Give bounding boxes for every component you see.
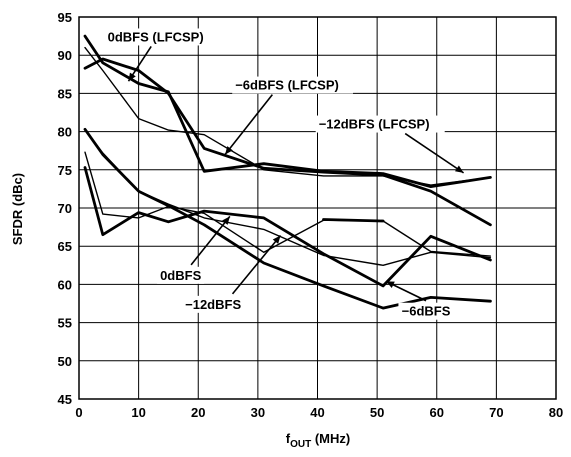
annotation-label-background xyxy=(104,28,218,46)
x-tick-label: 60 xyxy=(430,405,444,420)
x-tick-label: 70 xyxy=(489,405,503,420)
annotation-leader xyxy=(224,94,273,156)
x-tick-label: 30 xyxy=(251,405,265,420)
series-line-unlabeled xyxy=(84,151,492,257)
y-tick-label: 65 xyxy=(58,239,72,254)
y-tick-label: 55 xyxy=(58,316,72,331)
y-tick-label: 60 xyxy=(58,277,72,292)
x-tick-label: 80 xyxy=(549,405,563,420)
annotation-label-background xyxy=(182,295,246,313)
annotation-arrowhead xyxy=(225,146,233,155)
series-line-0dbfs-lfcsp xyxy=(83,57,492,227)
annotation-label: −12dBFS (LFCSP) xyxy=(319,117,430,132)
grid-lines xyxy=(79,17,556,399)
annotation-label: −12dBFS xyxy=(185,297,241,312)
series-line-unlabeled xyxy=(322,218,385,223)
annotation-label: −6dBFS (LFCSP) xyxy=(235,78,339,93)
x-tick-label: 0 xyxy=(75,405,82,420)
annotation-arrowhead xyxy=(454,165,464,173)
series-line-0dbfs xyxy=(83,127,492,310)
y-tick-label: 50 xyxy=(58,354,72,369)
series-line-12dbfs xyxy=(84,128,492,266)
annotation-arrowhead xyxy=(222,216,230,225)
tick-labels: 0 10 20 30 40 50 60 70 80 45 50 55 60 65 70 75 80 85 90 95 xyxy=(58,10,564,420)
annotation-label-background xyxy=(232,76,354,94)
plot-frame xyxy=(78,16,557,400)
annotation-label-background xyxy=(315,115,445,133)
y-tick-label: 75 xyxy=(58,163,72,178)
annotation-label: −6dBFS xyxy=(402,304,451,319)
y-tick-label: 80 xyxy=(58,125,72,140)
annotation-leader xyxy=(404,132,465,174)
annotation-arrowhead xyxy=(386,281,395,288)
series-line-6dbfs-lfcsp xyxy=(83,34,492,189)
y-axis-label: SFDR (dBc) xyxy=(10,173,25,245)
x-axis-label-main: f xyxy=(286,431,291,446)
y-tick-label: 70 xyxy=(58,201,72,216)
y-tick-label: 45 xyxy=(58,392,72,407)
annotation-arrowhead xyxy=(128,72,136,82)
x-axis-label-sub: OUT xyxy=(290,439,311,450)
y-axis-label-text: SFDR (dBc) xyxy=(10,173,25,245)
annotations: 0dBFS (LFCSP) −6dBFS (LFCSP) −12dBFS (LFCS… xyxy=(104,28,465,320)
y-tick-label: 95 xyxy=(58,10,72,25)
x-axis-label-unit: (MHz) xyxy=(311,431,350,446)
annotation-label-background xyxy=(398,302,454,320)
annotation-label-background xyxy=(157,266,205,284)
series-line-6dbfs xyxy=(83,166,492,288)
x-tick-label: 20 xyxy=(191,405,205,420)
y-tick-label: 85 xyxy=(58,86,72,101)
x-tick-label: 50 xyxy=(370,405,384,420)
annotation-leader xyxy=(231,234,282,295)
annotation-label: 0dBFS xyxy=(160,268,202,283)
x-tick-label: 40 xyxy=(310,405,324,420)
annotation-arrowhead xyxy=(272,235,281,244)
y-tick-label: 90 xyxy=(58,48,72,63)
annotation-leader xyxy=(190,215,231,266)
series-lines xyxy=(83,34,492,310)
x-tick-label: 10 xyxy=(131,405,145,420)
series-line-12dbfs-lfcsp xyxy=(84,46,492,186)
x-axis-label: fOUT (MHz) xyxy=(286,431,350,450)
annotation-label: 0dBFS (LFCSP) xyxy=(108,29,204,44)
